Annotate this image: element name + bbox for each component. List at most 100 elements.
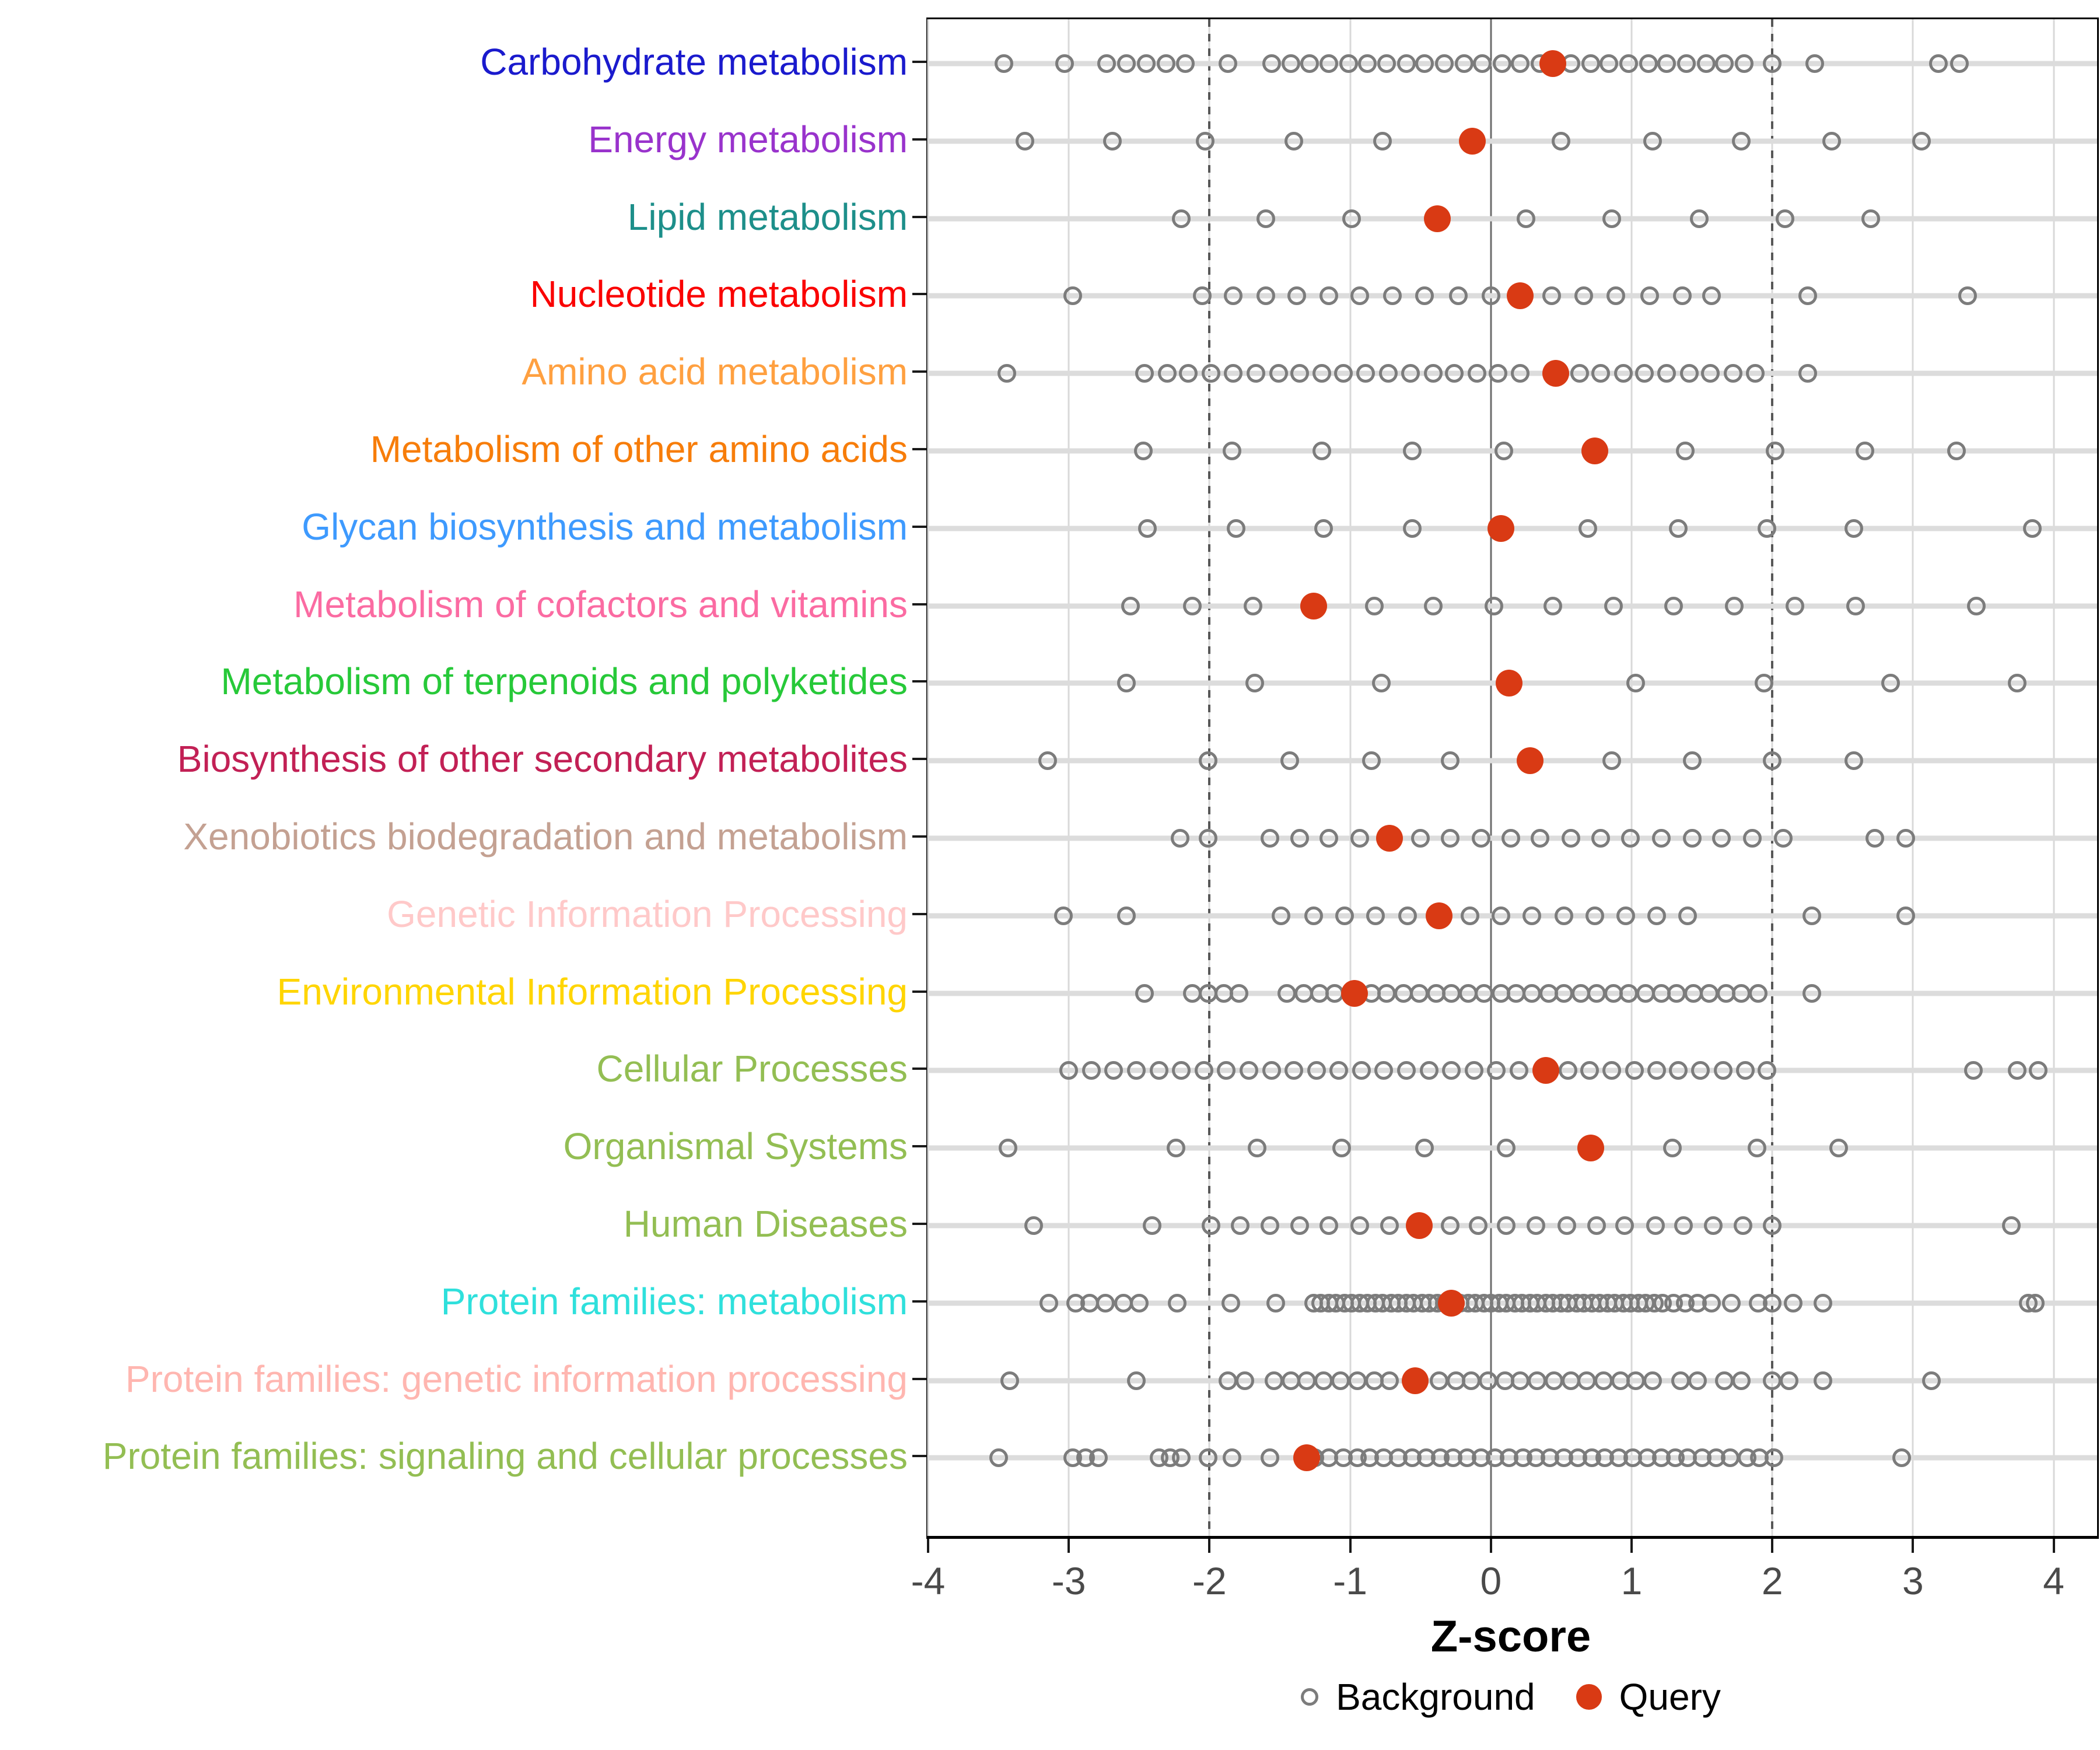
background-point bbox=[1958, 286, 1978, 306]
background-point bbox=[1429, 1371, 1448, 1390]
background-point bbox=[1378, 364, 1398, 383]
background-point bbox=[1415, 1139, 1434, 1158]
background-point bbox=[1382, 286, 1402, 306]
background-point bbox=[2002, 1216, 2021, 1235]
background-point bbox=[1856, 442, 1875, 460]
background-point bbox=[1314, 519, 1333, 538]
background-point bbox=[1201, 364, 1220, 383]
background-point bbox=[1262, 54, 1281, 73]
background-point bbox=[1284, 131, 1304, 150]
background-point bbox=[1218, 54, 1237, 73]
background-point bbox=[1754, 674, 1773, 693]
background-point bbox=[1198, 751, 1217, 771]
background-point bbox=[1814, 1371, 1833, 1390]
background-point bbox=[1713, 1061, 1732, 1080]
background-point bbox=[1675, 442, 1695, 460]
category-label: Protein families: genetic information pr… bbox=[125, 1357, 908, 1400]
background-point bbox=[1239, 1061, 1258, 1080]
background-point bbox=[1493, 54, 1512, 73]
background-point bbox=[1377, 984, 1396, 1003]
gridline-x-1 bbox=[1630, 19, 1633, 1536]
x-axis-tick bbox=[1208, 1539, 1211, 1553]
category-label: Xenobiotics biodegradation and metabolis… bbox=[183, 816, 908, 858]
legend-background-label: Background bbox=[1336, 1676, 1535, 1718]
background-point bbox=[1170, 829, 1189, 848]
y-axis-tick bbox=[912, 138, 926, 141]
category-label: Metabolism of cofactors and vitamins bbox=[293, 583, 908, 625]
query-point bbox=[1425, 902, 1452, 929]
category-label: Human Diseases bbox=[623, 1203, 908, 1245]
background-point bbox=[1332, 1139, 1352, 1158]
background-point bbox=[1526, 1216, 1545, 1235]
background-point bbox=[1307, 1061, 1326, 1080]
background-point bbox=[1320, 54, 1339, 73]
background-point bbox=[1059, 1061, 1079, 1080]
background-point bbox=[1555, 906, 1574, 925]
background-point bbox=[1471, 829, 1490, 848]
background-point bbox=[1674, 1216, 1693, 1235]
background-point bbox=[1531, 829, 1550, 848]
x-axis-tick bbox=[1771, 1539, 1774, 1553]
background-point bbox=[1798, 364, 1817, 383]
background-point bbox=[1845, 519, 1864, 538]
background-point bbox=[1272, 906, 1291, 925]
background-point bbox=[1763, 1293, 1782, 1312]
background-point bbox=[1217, 1061, 1236, 1080]
background-point bbox=[1562, 829, 1581, 848]
background-point bbox=[1445, 364, 1464, 383]
background-point bbox=[1587, 984, 1606, 1003]
category-label: Environmental Information Processing bbox=[276, 970, 908, 1013]
background-point bbox=[1780, 1371, 1799, 1390]
y-axis-tick bbox=[912, 370, 926, 373]
background-point bbox=[1964, 1061, 1983, 1080]
category-label: Protein families: metabolism bbox=[440, 1280, 908, 1322]
background-point bbox=[1312, 442, 1332, 460]
background-point bbox=[1757, 1061, 1776, 1080]
background-point bbox=[1805, 54, 1824, 73]
category-label: Lipid metabolism bbox=[627, 195, 908, 238]
background-point bbox=[1380, 1371, 1399, 1390]
background-point bbox=[1167, 1293, 1186, 1312]
background-point bbox=[1528, 1371, 1547, 1390]
background-point bbox=[1555, 984, 1574, 1003]
y-axis-tick bbox=[912, 1300, 926, 1303]
query-point bbox=[1340, 979, 1368, 1007]
background-point bbox=[1300, 54, 1319, 73]
background-point bbox=[1511, 364, 1530, 383]
background-point bbox=[1487, 1061, 1506, 1080]
background-point bbox=[1401, 364, 1420, 383]
background-point bbox=[1198, 1448, 1217, 1468]
background-point bbox=[1671, 1371, 1690, 1390]
background-point bbox=[1415, 54, 1434, 73]
legend: Background Query bbox=[926, 1675, 2095, 1718]
background-point bbox=[1763, 1216, 1782, 1235]
background-point bbox=[1491, 906, 1510, 925]
background-point bbox=[1166, 1139, 1185, 1158]
background-point bbox=[1619, 54, 1639, 73]
background-point bbox=[1846, 596, 1865, 615]
background-point bbox=[2026, 1293, 2045, 1312]
y-axis-tick bbox=[912, 912, 926, 915]
dashed-reference-line-2 bbox=[1771, 19, 1774, 1536]
query-point bbox=[1507, 282, 1534, 310]
background-point bbox=[1265, 1371, 1284, 1390]
background-point bbox=[1626, 674, 1646, 693]
background-point bbox=[1814, 1293, 1833, 1312]
background-point bbox=[1545, 1371, 1564, 1390]
x-axis-tick bbox=[1912, 1539, 1915, 1553]
background-point bbox=[1235, 1371, 1254, 1390]
x-axis-tick bbox=[1630, 1539, 1633, 1553]
background-point bbox=[1320, 829, 1339, 848]
background-point bbox=[1246, 364, 1265, 383]
background-point bbox=[1763, 54, 1782, 73]
x-axis-tick-label: 2 bbox=[1761, 1559, 1783, 1602]
background-point bbox=[1230, 984, 1249, 1003]
background-point bbox=[1802, 984, 1821, 1003]
background-point bbox=[1715, 54, 1734, 73]
background-point bbox=[1950, 54, 1969, 73]
background-point bbox=[1640, 286, 1660, 306]
background-point bbox=[1606, 286, 1626, 306]
background-point bbox=[1409, 984, 1429, 1003]
background-point bbox=[1374, 1061, 1394, 1080]
